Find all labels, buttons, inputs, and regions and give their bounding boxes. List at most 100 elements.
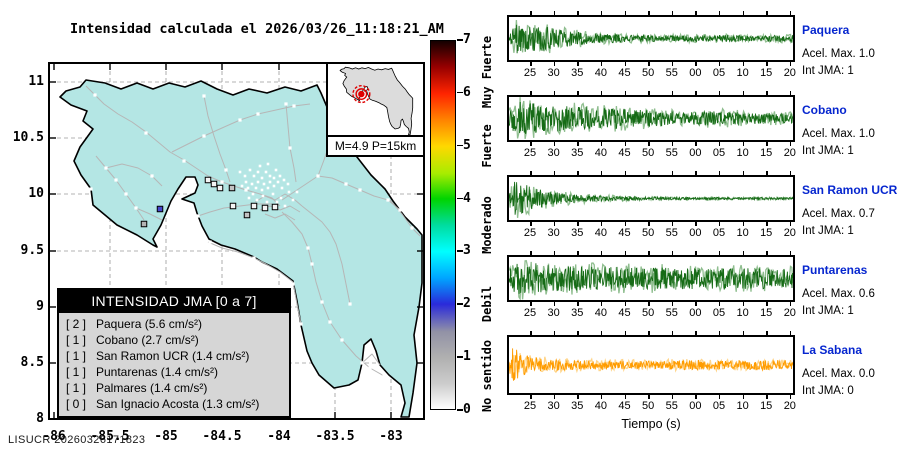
- panel-bottom-tick: [718, 142, 721, 146]
- intensity-colorbar: [430, 40, 456, 410]
- panel-bottom-tick: [624, 62, 626, 66]
- panel-top-tick: [718, 171, 721, 175]
- panel-bottom-tick: [718, 222, 721, 226]
- panel-bottom-tick: [600, 302, 603, 306]
- panel-top-tick: [530, 331, 532, 335]
- panel-bottom-tick: [624, 142, 626, 146]
- panel-bottom-tick: [695, 222, 697, 226]
- panel-top-tick: [671, 91, 674, 95]
- panel-top-tick: [789, 91, 792, 95]
- station-dot: [358, 188, 362, 192]
- panel-bottom-tick: [648, 395, 650, 399]
- seismogram-panel-san-ramon-ucr: [507, 175, 795, 222]
- panel-bottom-tick: [742, 302, 745, 306]
- station-dot: [150, 174, 154, 178]
- panel-top-tick: [766, 91, 768, 95]
- panel-bottom-tick: [624, 395, 626, 399]
- time-tick-label: 45: [618, 147, 631, 159]
- station-int-jma: Int JMA: 1: [802, 225, 854, 237]
- time-tick-label: 00: [689, 307, 702, 319]
- station-dot: [291, 282, 295, 286]
- time-tick-label: 30: [547, 227, 560, 239]
- seismogram-panel-la-sabana: [507, 335, 795, 395]
- colorbar-category-label: Fuerte: [480, 124, 494, 168]
- time-tick-label: 35: [571, 147, 584, 159]
- time-tick-label: 30: [547, 67, 560, 79]
- y-tick-label: 9.5: [20, 243, 44, 258]
- station-dot: [348, 302, 352, 306]
- panel-bottom-tick: [530, 302, 532, 306]
- panel-bottom-tick: [742, 62, 745, 66]
- panel-top-tick: [766, 171, 768, 175]
- station-dot: [248, 168, 252, 172]
- station-dot: [410, 226, 414, 230]
- station-dot: [258, 164, 262, 168]
- legend-entry: [ 1 ] Palmares (1.4 cm/s²): [59, 380, 289, 396]
- watermark: LISUCR 20260326171823: [8, 434, 146, 446]
- panel-bottom-tick: [766, 395, 768, 399]
- station-dot: [275, 200, 279, 204]
- station-dot: [262, 182, 266, 186]
- panel-top-tick: [600, 331, 603, 335]
- time-tick-label: 20: [783, 307, 796, 319]
- station-dot: [144, 131, 148, 135]
- station-dot: [254, 186, 258, 190]
- inset-map: [326, 62, 425, 137]
- time-tick-label: 05: [712, 147, 726, 159]
- panel-bottom-tick: [671, 395, 674, 399]
- station-dot: [268, 180, 272, 184]
- panel-bottom-tick: [553, 222, 556, 226]
- station-dot: [182, 159, 186, 163]
- station-dot: [89, 187, 93, 191]
- time-tick-label: 45: [618, 307, 631, 319]
- panel-top-tick: [766, 331, 768, 335]
- time-tick-label: 40: [594, 147, 607, 159]
- seismogram-panel-puntarenas: [507, 255, 795, 302]
- intensity-station-marker: [228, 184, 236, 192]
- station-dot: [252, 174, 256, 178]
- panel-top-tick: [530, 171, 532, 175]
- station-dot: [247, 196, 251, 200]
- panel-bottom-tick: [742, 222, 745, 226]
- y-tick-label: 8: [36, 411, 44, 426]
- time-tick-label: 35: [571, 400, 584, 412]
- panel-top-tick: [766, 11, 768, 15]
- station-dot: [278, 174, 282, 178]
- y-tick-label: 10.5: [12, 130, 44, 145]
- panel-top-tick: [695, 91, 697, 95]
- colorbar-category-label: Debil: [480, 286, 494, 323]
- panel-bottom-tick: [624, 222, 626, 226]
- panel-top-tick: [718, 91, 721, 95]
- time-tick-label: 10: [736, 307, 749, 319]
- station-dot: [288, 146, 292, 150]
- station-dot: [266, 162, 270, 166]
- colorbar-value: 4: [463, 190, 471, 206]
- station-dot: [282, 178, 286, 182]
- intensity-station-marker: [216, 184, 224, 192]
- station-dot: [256, 170, 260, 174]
- panel-top-tick: [766, 251, 768, 255]
- colorbar-tick: [457, 39, 463, 41]
- time-tick-label: 35: [571, 67, 584, 79]
- legend-entry-station: San Ramon UCR (1.4 cm/s²): [96, 349, 250, 363]
- waveform: [509, 20, 793, 54]
- panel-bottom-tick: [766, 222, 768, 226]
- station-name: San Ramon UCR: [802, 183, 898, 197]
- panel-bottom-tick: [718, 302, 721, 306]
- panel-top-tick: [648, 331, 650, 335]
- panel-top-tick: [553, 251, 556, 255]
- panel-top-tick: [577, 91, 579, 95]
- panel-top-tick: [648, 251, 650, 255]
- station-dot: [295, 190, 299, 194]
- colorbar-tick: [457, 250, 463, 252]
- panel-bottom-tick: [600, 222, 603, 226]
- colorbar-tick: [457, 356, 463, 358]
- panel-top-tick: [742, 331, 745, 335]
- time-tick-label: 30: [547, 147, 560, 159]
- panel-top-tick: [530, 11, 532, 15]
- station-int-jma: Int JMA: 1: [802, 145, 854, 157]
- time-tick-label: 15: [760, 307, 773, 319]
- panel-top-tick: [695, 331, 697, 335]
- waveform: [509, 97, 793, 140]
- station-dot: [202, 94, 206, 98]
